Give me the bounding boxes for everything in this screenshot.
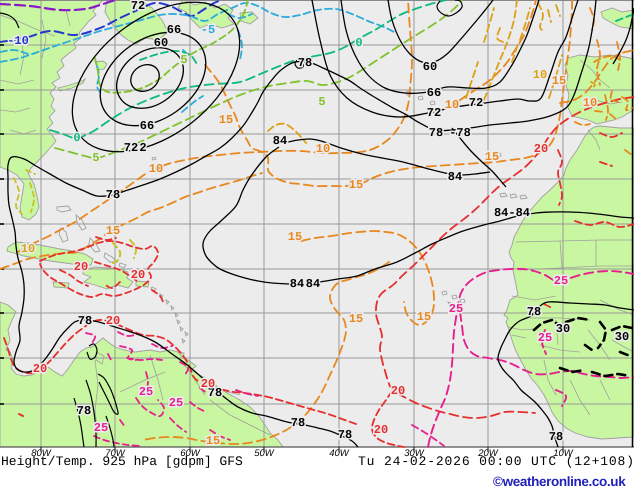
svg-text:84: 84 [290, 277, 304, 291]
svg-text:2: 2 [139, 141, 146, 155]
svg-text:10: 10 [583, 96, 597, 110]
svg-text:25: 25 [169, 396, 183, 410]
svg-text:20: 20 [374, 423, 388, 437]
svg-text:72: 72 [427, 106, 441, 120]
svg-text:66: 66 [140, 119, 154, 133]
svg-text:15: 15 [552, 74, 566, 88]
svg-text:78: 78 [549, 430, 563, 444]
svg-text:10: 10 [149, 162, 163, 176]
svg-text:20W: 20W [477, 448, 499, 459]
svg-text:78: 78 [338, 428, 352, 442]
svg-text:5: 5 [318, 95, 325, 109]
svg-text:60: 60 [154, 36, 168, 50]
svg-text:20: 20 [106, 314, 120, 328]
svg-text:15: 15 [349, 178, 363, 192]
svg-text:84-84: 84-84 [494, 206, 530, 220]
svg-text:78: 78 [208, 386, 222, 400]
svg-text:10: 10 [21, 242, 35, 256]
svg-text:10W: 10W [553, 448, 574, 459]
svg-text:0: 0 [355, 36, 362, 50]
svg-text:10: 10 [533, 68, 547, 82]
svg-text:15: 15 [106, 224, 120, 238]
svg-text:©weatheronline.co.uk: ©weatheronline.co.uk [493, 474, 626, 489]
svg-text:72: 72 [131, 0, 145, 13]
svg-text:72: 72 [124, 141, 138, 155]
svg-text:78: 78 [527, 305, 541, 319]
svg-text:70W: 70W [105, 448, 126, 459]
svg-text:5: 5 [92, 151, 99, 165]
svg-text:15: 15 [206, 434, 220, 448]
svg-text:78: 78 [429, 126, 443, 140]
svg-text:20: 20 [74, 260, 88, 274]
svg-text:-5: -5 [201, 23, 215, 37]
svg-text:0: 0 [73, 131, 80, 145]
svg-text:78: 78 [77, 404, 91, 418]
svg-text:20: 20 [391, 384, 405, 398]
svg-text:15: 15 [349, 312, 363, 326]
svg-text:25: 25 [449, 302, 463, 316]
svg-text:84: 84 [306, 277, 320, 291]
svg-text:20: 20 [33, 362, 47, 376]
svg-text:20: 20 [201, 377, 215, 391]
svg-text:5: 5 [180, 53, 187, 67]
svg-text:-78: -78 [449, 126, 471, 140]
svg-text:10: 10 [316, 142, 330, 156]
svg-text:60: 60 [423, 60, 437, 74]
svg-text:84: 84 [273, 134, 287, 148]
svg-text:84: 84 [448, 170, 462, 184]
svg-text:72: 72 [469, 96, 483, 110]
svg-text:25: 25 [554, 274, 568, 288]
svg-text:25: 25 [139, 385, 153, 399]
svg-text:80W: 80W [31, 448, 52, 459]
svg-text:15: 15 [485, 150, 499, 164]
svg-text:15: 15 [219, 113, 233, 127]
svg-text:78: 78 [291, 416, 305, 430]
svg-text:50W: 50W [254, 448, 275, 459]
svg-text:Height/Temp. 925 hPa [gdpm] GF: Height/Temp. 925 hPa [gdpm] GFS [1, 454, 243, 469]
svg-text:78: 78 [78, 314, 92, 328]
svg-text:78: 78 [298, 56, 312, 70]
svg-text:30: 30 [556, 322, 570, 336]
svg-text:15: 15 [288, 230, 302, 244]
svg-text:60W: 60W [180, 448, 201, 459]
svg-text:20: 20 [534, 142, 548, 156]
svg-text:15: 15 [417, 310, 431, 324]
svg-text:Tu 24-02-2026 00:00 UTC (12+10: Tu 24-02-2026 00:00 UTC (12+108) [358, 454, 634, 469]
svg-text:10: 10 [445, 98, 459, 112]
svg-text:25: 25 [538, 331, 552, 345]
svg-text:25: 25 [94, 421, 108, 435]
svg-text:30: 30 [615, 330, 629, 344]
svg-text:78: 78 [106, 188, 120, 202]
svg-text:20: 20 [131, 268, 145, 282]
svg-text:-10: -10 [7, 34, 29, 48]
svg-text:66: 66 [167, 23, 181, 37]
svg-text:66: 66 [427, 86, 441, 100]
svg-text:30W: 30W [404, 448, 425, 459]
svg-text:40W: 40W [329, 448, 350, 459]
